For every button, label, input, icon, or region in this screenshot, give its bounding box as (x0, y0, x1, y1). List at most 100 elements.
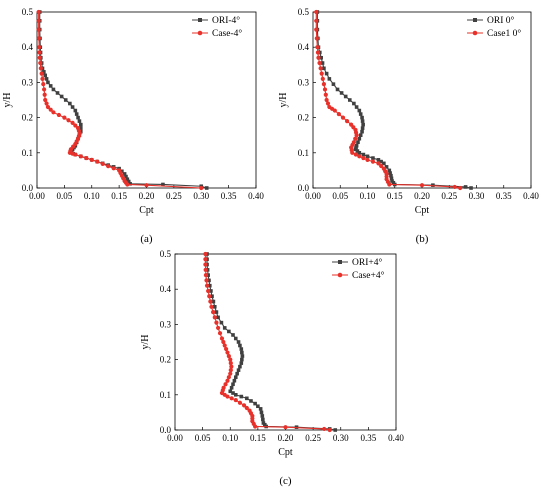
data-point (343, 94, 348, 99)
data-point (319, 55, 323, 60)
data-point (38, 60, 43, 66)
data-point (62, 115, 67, 120)
x-tick-label: 0.30 (333, 433, 349, 443)
data-point (199, 185, 204, 191)
data-point (211, 299, 216, 304)
data-point (238, 343, 242, 348)
data-point (44, 77, 49, 81)
data-point (259, 410, 264, 415)
data-point (226, 353, 231, 359)
data-point (37, 45, 42, 50)
data-point (463, 185, 468, 189)
data-point (353, 136, 358, 141)
data-point (212, 315, 217, 320)
data-point (245, 396, 249, 401)
data-point (125, 182, 130, 187)
data-point (225, 350, 230, 355)
data-point (324, 71, 329, 76)
x-tick-label: 0.00 (305, 191, 321, 201)
data-point (227, 329, 231, 334)
chart-panel-2: 0.00 0.05 0.10 0.15 0.20 0.25 0.30 0.35 0.40 0.0 0… (278, 7, 539, 245)
y-tick-label: 0.3 (22, 77, 34, 87)
data-point (128, 181, 132, 186)
data-point (219, 320, 224, 325)
data-point (212, 305, 217, 309)
data-point (327, 77, 332, 81)
data-point (203, 251, 208, 257)
panel-label: (b) (416, 233, 429, 245)
data-point (228, 361, 233, 366)
data-point (235, 371, 239, 376)
data-point (376, 158, 381, 162)
data-point (225, 378, 230, 383)
data-point (354, 105, 359, 109)
data-point (241, 403, 247, 408)
x-tick-label: 0.30 (193, 191, 209, 201)
data-point (371, 156, 375, 160)
x-tick-label: 0.00 (29, 191, 45, 201)
data-point (253, 424, 258, 429)
data-point (226, 375, 231, 380)
y-tick-label: 0.3 (160, 319, 172, 329)
y-axis-title: y/H (278, 93, 289, 108)
legend: ORI 0° Case1 0° (467, 15, 521, 39)
data-point (244, 405, 249, 411)
data-point (38, 66, 43, 71)
data-point (361, 122, 365, 127)
data-point (203, 257, 208, 262)
data-point (233, 397, 238, 403)
data-point (431, 183, 435, 187)
x-tick-label: 0.40 (248, 191, 264, 201)
y-axis-title: y/H (140, 335, 151, 350)
x-tick-label: 0.05 (332, 191, 348, 201)
data-point (323, 92, 328, 97)
legend-marker (197, 30, 203, 36)
data-point (219, 336, 225, 341)
x-tick-label: 0.20 (414, 191, 430, 201)
data-point (41, 82, 46, 87)
data-point (387, 168, 392, 173)
data-point (51, 110, 56, 115)
data-point (84, 155, 89, 161)
data-point (203, 267, 208, 272)
data-point (357, 154, 362, 159)
data-point (55, 91, 60, 95)
data-point (124, 174, 128, 179)
data-point (46, 80, 50, 85)
data-point (89, 157, 94, 162)
data-point (100, 161, 105, 166)
data-point (389, 173, 393, 178)
x-tick-label: 0.00 (167, 433, 183, 443)
data-point (70, 105, 75, 109)
series-circle-1 (314, 9, 463, 191)
data-point (357, 151, 362, 155)
data-point (238, 364, 242, 369)
data-point (204, 278, 209, 283)
data-point (106, 164, 111, 169)
data-point (233, 336, 238, 341)
legend-label: ORI-4° (212, 15, 240, 26)
x-tick-label: 0.10 (222, 433, 238, 443)
y-tick-label: 0.0 (160, 425, 172, 435)
data-point (215, 325, 221, 331)
data-point (203, 273, 209, 278)
data-point (232, 378, 237, 383)
legend-marker (473, 18, 477, 22)
x-tick-label: 0.15 (111, 191, 127, 201)
data-point (209, 289, 213, 293)
data-point (211, 309, 216, 315)
data-point (233, 393, 238, 397)
legend-label: Case-4° (212, 28, 242, 39)
data-point (327, 427, 332, 433)
data-point (231, 391, 235, 395)
data-point (229, 396, 234, 401)
data-point (382, 161, 386, 166)
x-tick-label: 0.10 (84, 191, 100, 201)
data-point (206, 288, 211, 294)
legend-marker (338, 260, 342, 264)
data-point (120, 169, 124, 174)
data-point (236, 340, 241, 344)
data-point (388, 171, 392, 175)
data-point (222, 343, 227, 348)
data-point (78, 154, 83, 159)
